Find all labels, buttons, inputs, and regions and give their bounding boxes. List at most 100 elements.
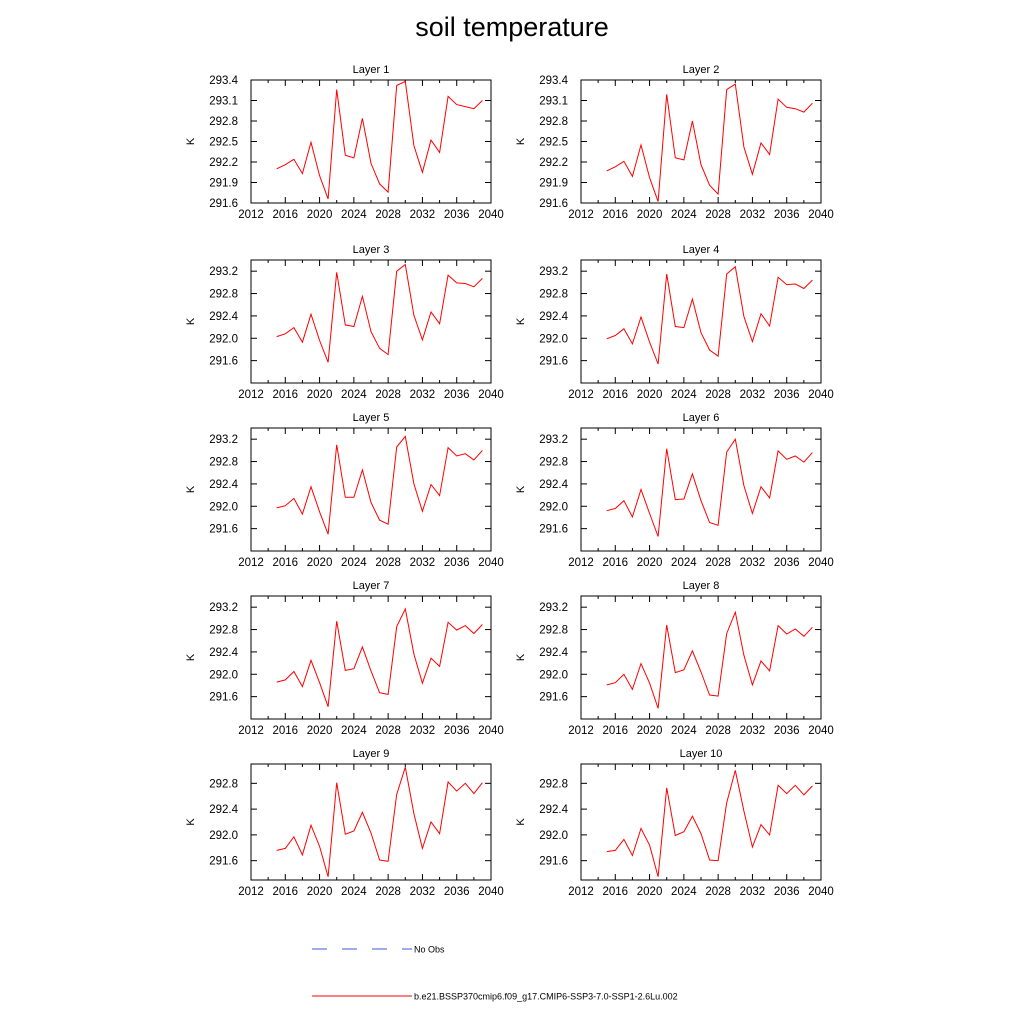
x-tick-label: 2020 xyxy=(307,209,333,221)
y-axis-label: K xyxy=(515,137,527,145)
x-tick-label: 2020 xyxy=(637,389,663,401)
y-axis-label: K xyxy=(515,317,527,325)
x-tick-label: 2032 xyxy=(410,886,436,898)
x-tick-label: 2020 xyxy=(637,886,663,898)
x-tick-label: 2028 xyxy=(375,209,401,221)
y-tick-label: 292.0 xyxy=(539,669,568,681)
panel-title: Layer 8 xyxy=(683,580,720,592)
chart-panel: Layer 9 K 2012 2016 2020 2024 2028 2032 2036 2040… xyxy=(185,748,504,898)
y-tick-label: 292.0 xyxy=(209,669,238,681)
x-tick-label: 2032 xyxy=(740,725,766,737)
x-tick-label: 2016 xyxy=(602,209,628,221)
x-tick-label: 2040 xyxy=(808,725,834,737)
x-tick-label: 2024 xyxy=(671,389,697,401)
x-tick-label: 2024 xyxy=(341,389,367,401)
figure-title: soil temperature xyxy=(415,12,609,42)
x-tick-label: 2032 xyxy=(740,209,766,221)
y-tick-label: 291.6 xyxy=(209,198,238,210)
y-axis-label: K xyxy=(515,485,527,493)
x-tick-label: 2012 xyxy=(568,557,594,569)
x-tick-label: 2040 xyxy=(478,725,504,737)
series-line xyxy=(606,83,813,202)
x-tick-label: 2032 xyxy=(740,886,766,898)
x-tick-label: 2016 xyxy=(602,725,628,737)
plot-frame xyxy=(580,79,822,204)
x-tick-label: 2020 xyxy=(637,725,663,737)
x-tick-label: 2016 xyxy=(272,886,298,898)
x-tick-label: 2036 xyxy=(444,389,470,401)
y-axis-label: K xyxy=(185,818,197,826)
chart-panel: Layer 2 K 2012 2016 2020 2024 2028 2032 2036 2040… xyxy=(515,64,834,221)
y-tick-label: 293.2 xyxy=(209,434,238,446)
y-tick-label: 292.0 xyxy=(539,333,568,345)
x-tick-label: 2024 xyxy=(671,886,697,898)
y-tick-label: 292.0 xyxy=(209,333,238,345)
y-tick-label: 293.1 xyxy=(209,96,238,108)
x-tick-label: 2024 xyxy=(341,725,367,737)
panel-title: Layer 5 xyxy=(353,412,390,424)
y-tick-label: 293.1 xyxy=(539,96,568,108)
x-tick-label: 2016 xyxy=(272,725,298,737)
x-tick-label: 2016 xyxy=(602,557,628,569)
y-tick-label: 291.9 xyxy=(209,178,238,190)
x-tick-label: 2016 xyxy=(272,209,298,221)
x-tick-label: 2040 xyxy=(808,389,834,401)
x-tick-label: 2024 xyxy=(671,209,697,221)
y-tick-label: 293.2 xyxy=(539,434,568,446)
y-tick-label: 292.4 xyxy=(209,479,238,491)
x-tick-label: 2040 xyxy=(808,886,834,898)
y-tick-label: 292.8 xyxy=(209,116,238,128)
chart-panel: Layer 6 K 2012 2016 2020 2024 2028 2032 2036 2040… xyxy=(515,412,834,569)
y-tick-label: 293.2 xyxy=(209,602,238,614)
y-tick-label: 292.0 xyxy=(539,830,568,842)
y-tick-label: 291.6 xyxy=(539,692,568,704)
y-tick-label: 292.8 xyxy=(539,289,568,301)
panel-title: Layer 6 xyxy=(683,412,720,424)
y-tick-label: 292.4 xyxy=(539,311,568,323)
panel-title: Layer 1 xyxy=(353,64,390,76)
y-tick-label: 293.2 xyxy=(539,602,568,614)
x-tick-label: 2028 xyxy=(705,557,731,569)
y-tick-label: 292.4 xyxy=(209,647,238,659)
y-tick-label: 292.5 xyxy=(539,137,568,149)
panel-title: Layer 9 xyxy=(353,748,390,760)
x-tick-label: 2028 xyxy=(375,886,401,898)
x-tick-label: 2012 xyxy=(568,886,594,898)
x-tick-label: 2040 xyxy=(478,886,504,898)
y-tick-label: 292.0 xyxy=(209,501,238,513)
y-tick-label: 292.4 xyxy=(209,311,238,323)
panel-title: Layer 3 xyxy=(353,244,390,256)
x-tick-label: 2012 xyxy=(568,725,594,737)
panel-title: Layer 10 xyxy=(680,748,723,760)
legend-label: No Obs xyxy=(414,945,445,955)
panel-title: Layer 7 xyxy=(353,580,390,592)
x-tick-label: 2020 xyxy=(637,557,663,569)
x-tick-label: 2036 xyxy=(444,725,470,737)
x-tick-label: 2036 xyxy=(444,886,470,898)
x-tick-label: 2036 xyxy=(774,557,800,569)
x-tick-label: 2028 xyxy=(705,209,731,221)
series-line xyxy=(606,265,813,365)
y-tick-label: 291.6 xyxy=(209,856,238,868)
x-tick-label: 2032 xyxy=(410,389,436,401)
x-tick-label: 2040 xyxy=(808,557,834,569)
chart-panel: Layer 5 K 2012 2016 2020 2024 2028 2032 2036 2040… xyxy=(185,412,504,569)
x-tick-label: 2024 xyxy=(341,557,367,569)
y-tick-label: 292.8 xyxy=(539,625,568,637)
x-tick-label: 2020 xyxy=(307,725,333,737)
plot-frame xyxy=(580,427,822,552)
x-tick-label: 2012 xyxy=(238,557,264,569)
x-tick-label: 2032 xyxy=(740,557,766,569)
series-line xyxy=(606,770,813,877)
x-tick-label: 2028 xyxy=(375,389,401,401)
series-line xyxy=(606,437,813,537)
y-tick-label: 291.6 xyxy=(539,356,568,368)
x-tick-label: 2024 xyxy=(671,557,697,569)
y-tick-label: 293.4 xyxy=(539,75,568,87)
x-tick-label: 2032 xyxy=(740,389,766,401)
legend: No Obs b.e21.BSSP370cmip6.f09_g17.CMIP6-S… xyxy=(312,945,678,1002)
x-tick-label: 2016 xyxy=(602,886,628,898)
x-tick-label: 2012 xyxy=(238,725,264,737)
series-line xyxy=(276,435,483,535)
